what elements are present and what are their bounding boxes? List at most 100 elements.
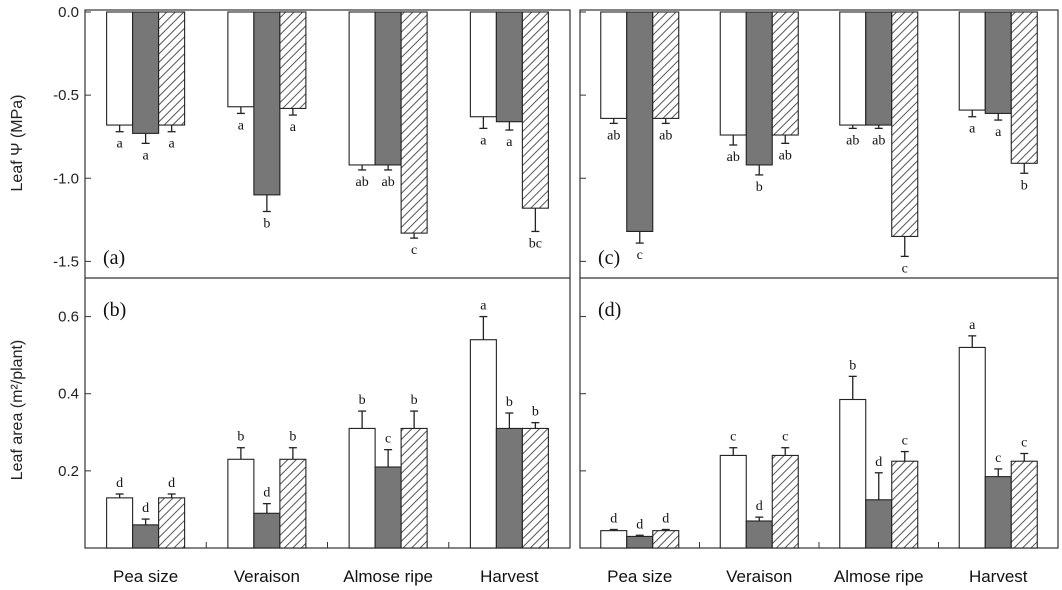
significance-letter: b — [1021, 178, 1028, 193]
y-tick-label: 0.6 — [58, 309, 79, 326]
panel-label: (d) — [598, 299, 621, 321]
bar-hatched — [158, 11, 186, 126]
bar-white — [469, 339, 497, 549]
bar-gray — [374, 466, 402, 549]
bar-gray — [132, 11, 160, 134]
bar-gray — [253, 512, 281, 549]
bar-white — [106, 497, 134, 549]
bar-hatched — [652, 11, 680, 119]
bar-white — [958, 11, 986, 111]
y-axis-label-bottom: Leaf area (m²/plant) — [9, 340, 26, 481]
bar-white — [348, 427, 376, 549]
significance-letter: a — [290, 120, 297, 135]
significance-letter: ab — [872, 133, 885, 148]
bar-gray — [253, 11, 281, 196]
bar-hatched — [158, 497, 186, 549]
bar-gray — [374, 11, 402, 166]
significance-letter: d — [168, 476, 175, 491]
significance-letter: ab — [846, 133, 859, 148]
significance-letter: b — [411, 393, 418, 408]
bar-white — [227, 458, 255, 549]
bar-gray — [865, 499, 893, 549]
significance-letter: a — [969, 122, 976, 137]
bar-hatched — [521, 11, 549, 209]
x-tick-label: Almose ripe — [834, 567, 924, 586]
significance-letter: b — [506, 395, 513, 410]
x-tick-label: Pea size — [607, 567, 672, 586]
bar-hatched — [279, 458, 307, 549]
bar-white — [348, 11, 376, 166]
bar-hatched — [771, 11, 799, 136]
bar-white — [839, 11, 867, 126]
significance-letter: a — [480, 133, 487, 148]
y-tick-label: -0.5 — [53, 87, 79, 104]
significance-letter: b — [532, 405, 539, 420]
bar-white — [839, 398, 867, 549]
significance-letter: c — [902, 434, 908, 449]
chart-panel-b: 0.2 0.4 0.6 (b) Pea size d d d Veraison b d b Almose… — [58, 299, 549, 586]
significance-letter: c — [995, 451, 1001, 466]
significance-letter: b — [289, 430, 296, 445]
bar-hatched — [1010, 11, 1038, 164]
significance-letter: a — [506, 135, 513, 150]
significance-letter: a — [169, 137, 176, 152]
y-tick-label: -1.5 — [53, 253, 79, 270]
significance-letter: c — [385, 432, 391, 447]
significance-letter: c — [782, 430, 788, 445]
x-tick-label: Harvest — [969, 567, 1028, 586]
significance-letter: b — [263, 217, 270, 232]
significance-letter: d — [662, 511, 669, 526]
significance-letter: d — [610, 511, 617, 526]
significance-letter: c — [730, 430, 736, 445]
bar-gray — [495, 427, 523, 549]
bar-hatched — [891, 11, 919, 237]
bar-gray — [865, 11, 893, 126]
y-tick-label: 0.4 — [58, 386, 79, 403]
bar-hatched — [521, 427, 549, 549]
significance-letter: a — [143, 148, 150, 163]
significance-letter: a — [995, 125, 1002, 140]
bar-white — [106, 11, 134, 126]
significance-letter: ab — [779, 148, 792, 163]
bar-hatched — [400, 427, 428, 549]
panel-label: (c) — [598, 247, 620, 269]
significance-letter: b — [849, 358, 856, 373]
significance-letter: a — [238, 118, 245, 133]
x-tick-label: Harvest — [480, 567, 539, 586]
significance-letter: ab — [382, 175, 395, 190]
significance-letter: b — [756, 180, 763, 195]
bar-gray — [984, 11, 1012, 114]
chart-panel-d: (d) Pea size d d d Veraison c d c Almose ripe b d c H… — [580, 299, 1038, 586]
significance-letter: d — [116, 476, 123, 491]
y-tick-label: -1.0 — [53, 170, 79, 187]
significance-letter: d — [636, 517, 643, 532]
bar-gray — [745, 520, 773, 549]
significance-letter: d — [263, 486, 270, 501]
y-tick-label: 0.0 — [58, 4, 79, 21]
bar-white — [719, 454, 747, 549]
y-axis-label-top: Leaf Ψ (MPa) — [9, 95, 26, 192]
significance-letter: ab — [659, 128, 672, 143]
bar-gray — [626, 535, 654, 549]
bar-gray — [626, 11, 654, 232]
significance-letter: a — [480, 299, 487, 314]
significance-letter: b — [237, 430, 244, 445]
x-tick-label: Veraison — [234, 567, 300, 586]
significance-letter: c — [1021, 436, 1027, 451]
significance-letter: ab — [607, 128, 620, 143]
bar-white — [600, 530, 628, 549]
bar-gray — [495, 11, 523, 123]
bar-white — [719, 11, 747, 136]
bar-hatched — [279, 11, 307, 109]
panel-label: (a) — [103, 247, 125, 269]
significance-letter: c — [902, 261, 908, 276]
significance-letter: d — [756, 499, 763, 514]
bar-white — [600, 11, 628, 119]
bar-hatched — [891, 460, 919, 549]
y-tick-label: 0.2 — [58, 463, 79, 480]
bar-hatched — [771, 454, 799, 549]
